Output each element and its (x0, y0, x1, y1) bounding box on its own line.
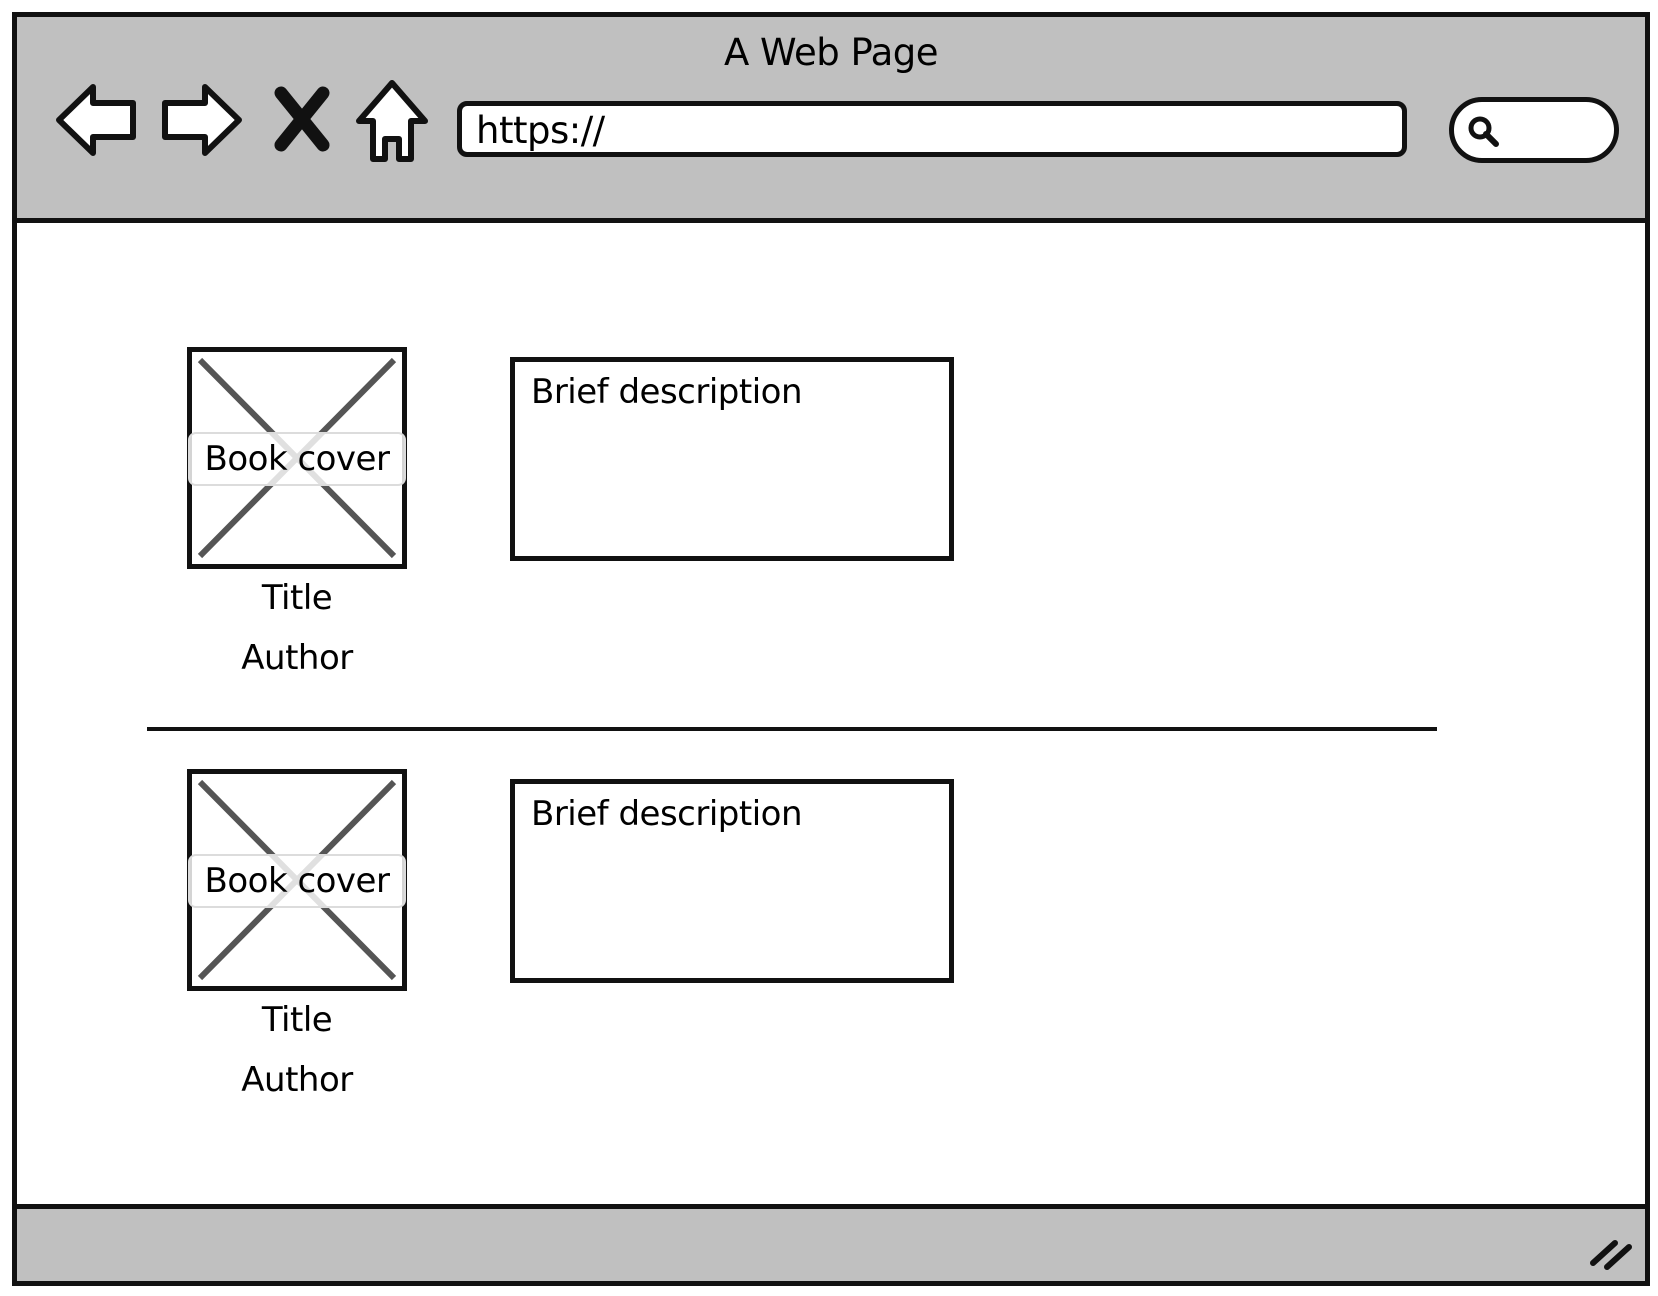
book-title: Title (261, 578, 333, 618)
book-description: Brief description (531, 794, 803, 834)
book-description-box: Brief description (510, 357, 954, 561)
stop-icon[interactable] (257, 75, 347, 165)
book-description: Brief description (531, 372, 803, 412)
book-cover-image[interactable]: Book cover (187, 769, 407, 991)
search-icon (1468, 116, 1499, 147)
back-arrow-icon[interactable] (53, 75, 143, 165)
book-description-box: Brief description (510, 779, 954, 983)
section-divider (147, 727, 1437, 731)
search-input[interactable] (1449, 97, 1619, 163)
book-author: Author (241, 1060, 353, 1100)
home-icon[interactable] (347, 75, 437, 165)
window-title: A Web Page (723, 31, 939, 74)
book-cover-label: Book cover (188, 854, 406, 908)
forward-arrow-icon[interactable] (155, 75, 245, 165)
browser-titlebar: A Web Page https:// (17, 17, 1645, 223)
status-bar (17, 1204, 1645, 1281)
page-content: Book cover Title Author Brief descriptio… (17, 223, 1645, 1209)
book-title: Title (261, 1000, 333, 1040)
book-author: Author (241, 638, 353, 678)
resize-grip-icon[interactable] (1585, 1223, 1635, 1273)
address-bar-value: https:// (476, 109, 605, 152)
book-cover-label: Book cover (188, 432, 406, 486)
book-cover-image[interactable]: Book cover (187, 347, 407, 569)
browser-window: A Web Page https:// (12, 12, 1650, 1286)
address-bar[interactable]: https:// (457, 101, 1407, 157)
